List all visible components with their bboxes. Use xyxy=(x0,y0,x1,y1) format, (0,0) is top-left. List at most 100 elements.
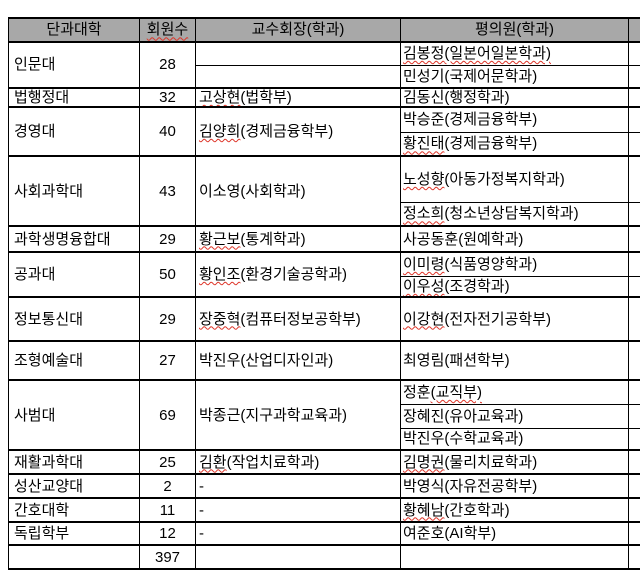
person-department: (교직부) xyxy=(430,383,482,401)
members-cell[interactable]: 25 xyxy=(139,449,196,475)
chair-cell[interactable]: 김양희(경제금융학부) xyxy=(195,106,401,157)
members-cell[interactable]: 43 xyxy=(139,155,196,227)
total-council-cell[interactable] xyxy=(400,544,629,571)
total-edge-cell[interactable] xyxy=(628,544,640,571)
members-cell[interactable]: 28 xyxy=(139,41,196,89)
college-cell[interactable]: 조형예술대 xyxy=(8,340,140,381)
table-row: 간호대학 11- 황혜남(간호학과) xyxy=(8,497,640,523)
total-chair-cell[interactable] xyxy=(195,544,401,571)
council-cell[interactable]: 김봉정(일본어일본학과) xyxy=(400,41,629,66)
college-cell[interactable]: 재활과학대 xyxy=(8,449,140,475)
edge-cell[interactable] xyxy=(628,201,640,227)
members-cell[interactable]: 2 xyxy=(139,473,196,499)
edge-cell[interactable] xyxy=(628,41,640,66)
person-department: (경제금융학부) xyxy=(444,111,538,129)
college-cell[interactable]: 법행정대 xyxy=(8,86,140,108)
college-cell[interactable]: 성산교양대 xyxy=(8,473,140,499)
chair-cell[interactable]: 김환(작업치료학과) xyxy=(195,449,401,475)
council-cell[interactable]: 최영림(패션학부) xyxy=(400,340,629,381)
person-department: (AI학부) xyxy=(444,525,497,543)
chair-cell-empty[interactable] xyxy=(195,64,401,89)
college-cell[interactable]: 간호대학 xyxy=(8,497,140,523)
edge-cell[interactable] xyxy=(628,275,640,298)
total-members-cell[interactable]: 397 xyxy=(139,544,196,571)
college-cell[interactable]: 과학생명융합대 xyxy=(8,225,140,253)
members-cell[interactable]: 29 xyxy=(139,225,196,253)
council-cell[interactable]: 박승준(경제금융학부) xyxy=(400,106,629,133)
chair-cell[interactable]: 이소영(사회학과) xyxy=(195,155,401,227)
total-row: 397 xyxy=(8,544,640,571)
edge-cell[interactable] xyxy=(628,427,640,451)
chair-cell[interactable]: 황근보(통계학과) xyxy=(195,225,401,253)
council-cell[interactable]: 김동신(행정학과) xyxy=(400,86,629,108)
chair-cell[interactable]: 장중혁(컴퓨터정보공학부) xyxy=(195,296,401,342)
header-council[interactable]: 평의원(학과) xyxy=(400,17,629,43)
council-cell[interactable]: 정소희(청소년상담복지학과) xyxy=(400,201,629,227)
header-college[interactable]: 단과대학 xyxy=(8,17,140,43)
council-cell[interactable]: 이미령(식품영양학과) xyxy=(400,251,629,277)
council-cell[interactable]: 여준호(AI학부) xyxy=(400,521,629,546)
council-cell[interactable]: 황혜남(간호학과) xyxy=(400,497,629,523)
college-cell[interactable]: 인문대 xyxy=(8,41,140,89)
edge-cell[interactable] xyxy=(628,403,640,429)
person-department: (전자전기공학부) xyxy=(444,310,551,328)
college-cell[interactable]: 사범대 xyxy=(8,379,140,451)
members-cell[interactable]: 40 xyxy=(139,106,196,157)
header-chair[interactable]: 교수회장(학과) xyxy=(195,17,401,43)
college-cell[interactable]: 경영대 xyxy=(8,106,140,157)
council-cell[interactable]: 사공동훈(원예학과) xyxy=(400,225,629,253)
edge-cell[interactable] xyxy=(628,449,640,475)
edge-cell[interactable] xyxy=(628,225,640,253)
edge-cell[interactable] xyxy=(628,251,640,277)
edge-cell[interactable] xyxy=(628,155,640,203)
council-cell[interactable]: 황진태(경제금융학부) xyxy=(400,131,629,157)
council-cell[interactable]: 정훈(교직부) xyxy=(400,379,629,405)
college-cell[interactable]: 사회과학대 xyxy=(8,155,140,227)
edge-cell[interactable] xyxy=(628,296,640,342)
chair-cell[interactable]: 박진우(산업디자인과) xyxy=(195,340,401,381)
edge-cell[interactable] xyxy=(628,521,640,546)
edge-cell[interactable] xyxy=(628,379,640,405)
chair-cell[interactable]: - xyxy=(195,521,401,546)
chair-cell-empty[interactable] xyxy=(195,41,401,66)
edge-cell[interactable] xyxy=(628,473,640,499)
members-cell[interactable]: 27 xyxy=(139,340,196,381)
council-cell[interactable]: 이강현(전자전기공학부) xyxy=(400,296,629,342)
edge-cell[interactable] xyxy=(628,86,640,108)
person-department: (산업디자인과) xyxy=(240,352,334,370)
chair-cell[interactable]: 황인조(환경기술공학과) xyxy=(195,251,401,298)
total-college-cell[interactable] xyxy=(8,544,140,571)
college-cell[interactable]: 공과대 xyxy=(8,251,140,298)
chair-cell[interactable]: 고상현(법학부) xyxy=(195,86,401,108)
college-cell[interactable]: 정보통신대 xyxy=(8,296,140,342)
members-cell[interactable]: 11 xyxy=(139,497,196,523)
council-cell[interactable]: 장혜진(유아교육과) xyxy=(400,403,629,429)
table-row: 법행정대 32 고상현(법학부) 김동신(행정학과) xyxy=(8,86,640,108)
edge-cell[interactable] xyxy=(628,64,640,89)
council-cell[interactable]: 박영식(자유전공학부) xyxy=(400,473,629,499)
council-cell[interactable]: 김명권(물리치료학과) xyxy=(400,449,629,475)
header-edge-cell[interactable] xyxy=(628,17,640,43)
council-cell[interactable]: 박진우(수학교육과) xyxy=(400,427,629,451)
members-cell[interactable]: 32 xyxy=(139,86,196,108)
members-cell[interactable]: 69 xyxy=(139,379,196,451)
edge-cell[interactable] xyxy=(628,131,640,157)
person-department: (청소년상담복지학과) xyxy=(444,205,579,223)
council-cell[interactable]: 노성향(아동가정복지학과) xyxy=(400,155,629,203)
chair-cell[interactable]: - xyxy=(195,473,401,499)
edge-cell[interactable] xyxy=(628,497,640,523)
header-members[interactable]: 회원수 xyxy=(139,17,196,43)
members-cell[interactable]: 12 xyxy=(139,521,196,546)
table-row: 경영대 40 김양희(경제금융학부) 박승준(경제금융학부) xyxy=(8,106,640,157)
members-cell[interactable]: 29 xyxy=(139,296,196,342)
edge-cell[interactable] xyxy=(628,340,640,381)
members-cell[interactable]: 50 xyxy=(139,251,196,298)
chair-cell[interactable]: 박종근(지구과학교육과) xyxy=(195,379,401,451)
council-cell[interactable]: 이우성(조경학과) xyxy=(400,275,629,298)
college-cell[interactable]: 독립학부 xyxy=(8,521,140,546)
chair-cell[interactable]: - xyxy=(195,497,401,523)
person-name: 황인조 xyxy=(199,266,241,284)
edge-cell[interactable] xyxy=(628,106,640,133)
council-cell[interactable]: 민성기(국제어문학과) xyxy=(400,64,629,89)
table-row: 박진우(수학교육과) xyxy=(9,427,640,451)
